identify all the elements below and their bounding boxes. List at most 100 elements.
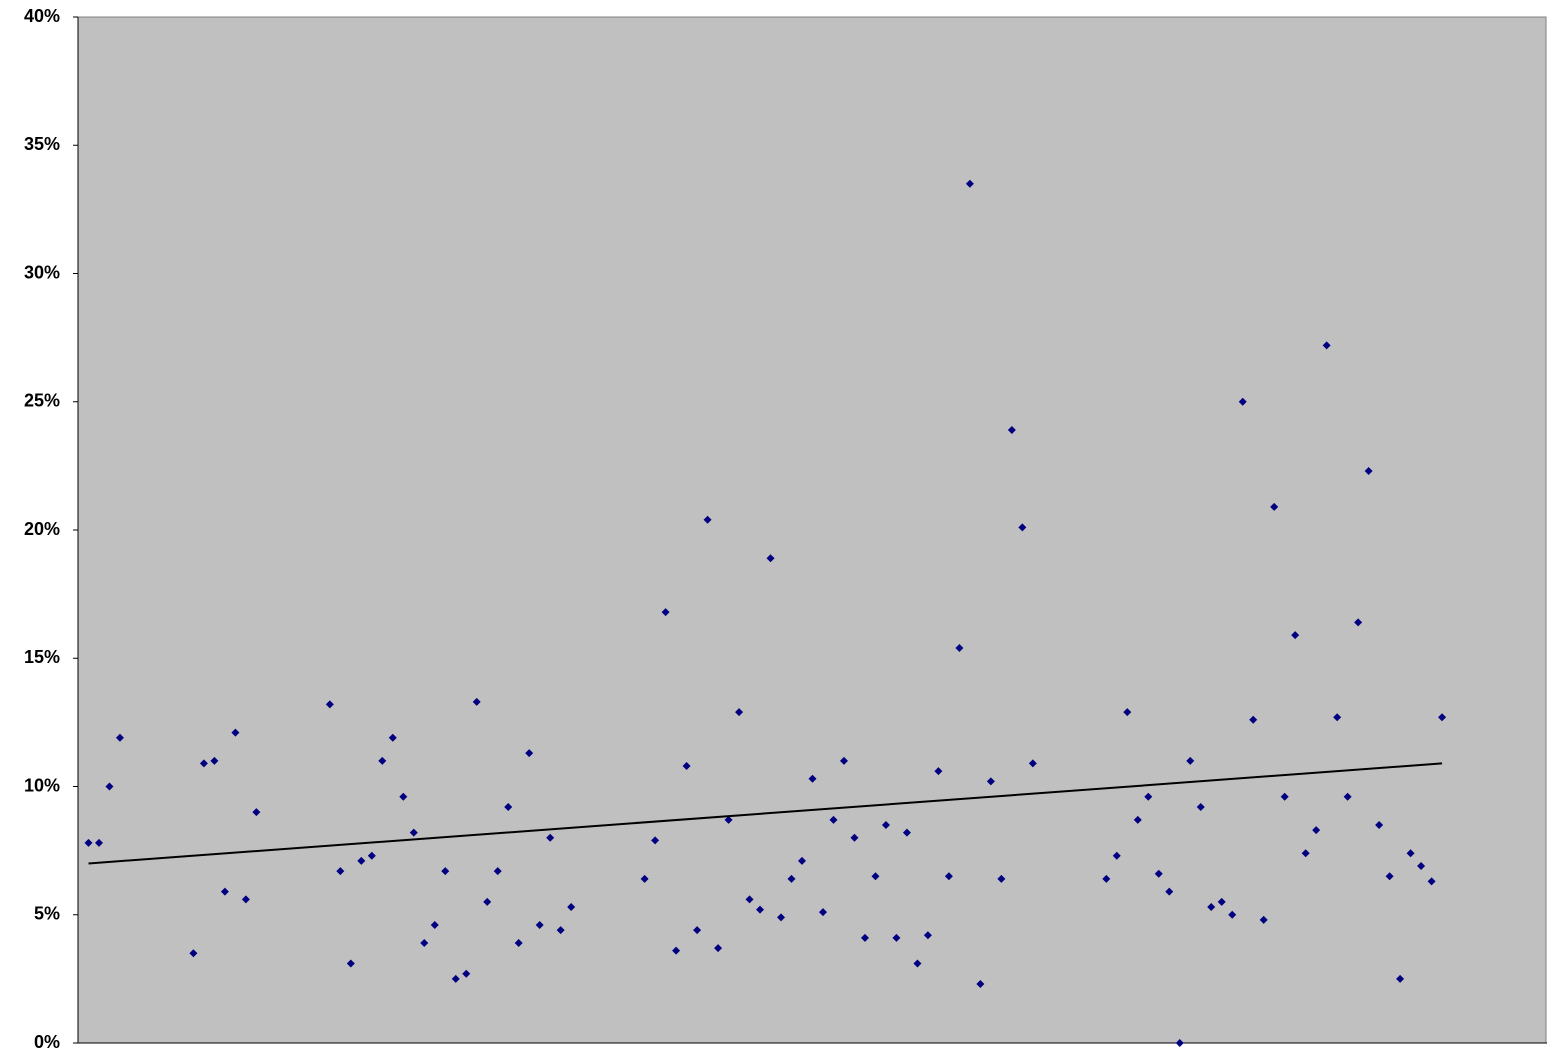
data-point [808, 774, 817, 783]
data-point [556, 926, 565, 935]
data-point [1217, 897, 1226, 906]
data-point [955, 643, 964, 652]
data-point [1123, 708, 1132, 717]
data-point [1438, 713, 1447, 722]
data-point [1028, 759, 1037, 768]
data-point [367, 851, 376, 860]
data-point [1018, 523, 1027, 532]
data-point [1238, 397, 1247, 406]
data-point [976, 980, 985, 989]
data-point [115, 733, 124, 742]
data-point [1228, 910, 1237, 919]
data-point [798, 856, 807, 865]
data-point [1375, 820, 1384, 829]
data-point [881, 820, 890, 829]
data-point [84, 838, 93, 847]
data-point [325, 700, 334, 709]
data-point [986, 777, 995, 786]
data-point [1343, 792, 1352, 801]
data-point [1406, 849, 1415, 858]
data-point [1312, 826, 1321, 835]
data-point [756, 905, 765, 914]
data-point [1354, 618, 1363, 627]
data-point [1417, 862, 1426, 871]
data-point [220, 887, 229, 896]
data-point [923, 931, 932, 940]
data-point [1207, 903, 1216, 912]
data-point [1333, 713, 1342, 722]
data-point [535, 921, 544, 930]
data-point [1196, 803, 1205, 812]
data-point [1007, 425, 1016, 434]
data-point [1144, 792, 1153, 801]
data-point [1165, 887, 1174, 896]
data-point [1270, 502, 1279, 511]
data-point [997, 874, 1006, 883]
data-point [766, 554, 775, 563]
data-point [336, 867, 345, 876]
data-point [105, 782, 114, 791]
data-point [388, 733, 397, 742]
data-point [441, 867, 450, 876]
data-point [724, 815, 733, 824]
data-point [651, 836, 660, 845]
y-tick-label: 5% [34, 904, 60, 924]
data-point [1280, 792, 1289, 801]
data-point [839, 756, 848, 765]
data-point [1364, 467, 1373, 476]
data-point [199, 759, 208, 768]
y-tick-label: 25% [24, 391, 60, 411]
data-point [567, 903, 576, 912]
data-point [514, 938, 523, 947]
data-point [1102, 874, 1111, 883]
data-point [902, 828, 911, 837]
data-point [483, 897, 492, 906]
data-point [860, 933, 869, 942]
data-point [965, 179, 974, 188]
data-point [525, 749, 534, 758]
data-point [210, 756, 219, 765]
data-point [745, 895, 754, 904]
data-point [829, 815, 838, 824]
data-point [94, 838, 103, 847]
data-point [682, 761, 691, 770]
data-point [661, 608, 670, 617]
data-point [1175, 1039, 1184, 1047]
data-point [892, 933, 901, 942]
data-point [409, 828, 418, 837]
data-point [1133, 815, 1142, 824]
data-point [850, 833, 859, 842]
data-point [1186, 756, 1195, 765]
data-point [944, 872, 953, 881]
data-point [504, 803, 513, 812]
data-point [231, 728, 240, 737]
data-point [1396, 974, 1405, 983]
data-point [787, 874, 796, 883]
data-point [1301, 849, 1310, 858]
data-point [818, 908, 827, 917]
data-point [913, 959, 922, 968]
data-point [546, 833, 555, 842]
data-point [693, 926, 702, 935]
y-tick-label: 20% [24, 519, 60, 539]
data-point [493, 867, 502, 876]
data-point [672, 946, 681, 955]
y-tick-label: 40% [24, 6, 60, 26]
data-point [472, 697, 481, 706]
plot-area [77, 16, 1547, 1044]
y-tick-label: 10% [24, 775, 60, 795]
data-point [462, 969, 471, 978]
data-point [1385, 872, 1394, 881]
data-point [1291, 631, 1300, 640]
data-point [1154, 869, 1163, 878]
data-point [934, 767, 943, 776]
trend-line [88, 762, 1443, 865]
data-point [1322, 341, 1331, 350]
data-point [252, 808, 261, 817]
data-point [714, 944, 723, 953]
data-point [640, 874, 649, 883]
y-tick-label: 0% [34, 1032, 60, 1052]
data-point [1112, 851, 1121, 860]
data-point [1427, 877, 1436, 886]
